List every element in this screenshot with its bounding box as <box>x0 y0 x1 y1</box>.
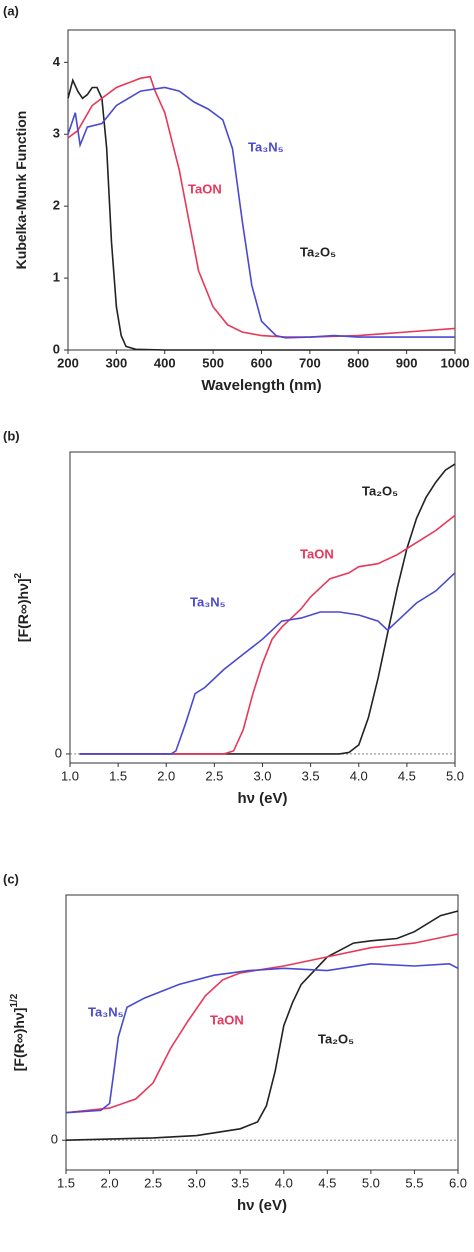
series-label: Ta₂O₅ <box>362 483 398 498</box>
x-tick-label: 5.5 <box>405 1175 423 1190</box>
series-line <box>65 933 459 1114</box>
x-tick-label: 3.0 <box>188 1175 206 1190</box>
x-tick-label: 300 <box>106 355 128 370</box>
y-axis-label-main: [F(R∞)hν] <box>15 578 31 642</box>
x-tick-label: 1000 <box>441 355 470 370</box>
x-tick-label: 4.0 <box>350 768 368 783</box>
series-label: Ta₂O₅ <box>300 244 336 259</box>
series-line <box>67 75 456 338</box>
panel-label: (a) <box>3 3 19 18</box>
x-axis-label: hν (eV) <box>237 790 287 807</box>
x-tick-label: 3.5 <box>231 1175 249 1190</box>
y-tick-label: 4 <box>53 54 61 69</box>
x-tick-label: 2.5 <box>205 768 223 783</box>
series-label: Ta₃N₅ <box>190 594 226 609</box>
x-tick-label: 4.5 <box>318 1175 336 1190</box>
y-tick-label: 3 <box>53 126 60 141</box>
x-tick-label: 400 <box>154 355 176 370</box>
x-tick-label: 700 <box>299 355 321 370</box>
x-tick-label: 500 <box>202 355 224 370</box>
panel-label: (b) <box>3 428 20 443</box>
y-axis-label-sup: 2 <box>13 572 24 578</box>
plot-frame <box>69 451 456 764</box>
y-tick-label: 0 <box>51 1132 58 1147</box>
x-tick-label: 2.0 <box>101 1175 119 1190</box>
panel: (c) 1.5 2.0 2.5 3.0 3.5 4.0 4.5 5.0 5.5 6.0 0 hν (eV… <box>3 871 467 1214</box>
x-axis-label: hν (eV) <box>237 1197 287 1214</box>
x-tick-label: 1.0 <box>61 768 79 783</box>
series-label: TaON <box>210 1012 244 1027</box>
series-line <box>65 962 459 1114</box>
series-label: TaON <box>300 546 334 561</box>
x-axis-label: Wavelength (nm) <box>201 377 321 394</box>
x-tick-label: 2.5 <box>144 1175 162 1190</box>
series-line <box>79 572 456 755</box>
x-tick-label: 200 <box>57 355 79 370</box>
x-tick-label: 600 <box>251 355 273 370</box>
y-tick-label: 2 <box>53 198 60 213</box>
x-tick-label: 4.0 <box>275 1175 293 1190</box>
series-line <box>79 514 456 755</box>
y-tick-label: 1 <box>53 270 60 285</box>
y-axis-label-main: Kubelka-Munk Function <box>13 111 29 270</box>
series-line <box>79 463 456 755</box>
y-axis-label-main: [F(R∞)hν] <box>11 1008 27 1072</box>
x-tick-label: 3.5 <box>302 768 320 783</box>
series-label: Ta₃N₅ <box>88 1004 124 1019</box>
x-tick-label: 6.0 <box>449 1175 467 1190</box>
plot-frame <box>67 29 456 351</box>
series-line <box>65 910 459 1141</box>
y-tick-label: 0 <box>55 745 62 760</box>
series-line <box>67 77 455 351</box>
y-axis-label: Kubelka-Munk Function <box>13 111 29 270</box>
x-tick-label: 1.5 <box>109 768 127 783</box>
x-tick-label: 2.0 <box>157 768 175 783</box>
x-tick-label: 800 <box>347 355 369 370</box>
x-tick-label: 3.0 <box>253 768 271 783</box>
y-axis-label-sup: 1/2 <box>9 993 20 1007</box>
x-tick-label: 5.0 <box>446 768 464 783</box>
series-label: Ta₃N₅ <box>248 139 284 154</box>
x-tick-label: 5.0 <box>362 1175 380 1190</box>
x-tick-label: 1.5 <box>57 1175 75 1190</box>
plot-frame <box>65 894 459 1171</box>
panel: (b) 1.0 1.5 2.0 2.5 3.0 3.5 4.0 4.5 5.0 0 hν (eV) [F… <box>3 428 464 807</box>
series-line <box>67 86 455 339</box>
panel-label: (c) <box>3 871 19 886</box>
y-tick-label: 0 <box>53 341 60 356</box>
y-axis-label: [F(R∞)hν]2 <box>13 572 31 642</box>
series-label: TaON <box>188 181 222 196</box>
series-label: Ta₂O₅ <box>318 1031 354 1046</box>
panel: (a) 200 300 400 500 600 700 800 900 1000 0 1 2 3 4 Wave… <box>3 3 469 394</box>
x-tick-label: 900 <box>396 355 418 370</box>
x-tick-label: 4.5 <box>398 768 416 783</box>
y-axis-label: [F(R∞)hν]1/2 <box>9 993 27 1071</box>
